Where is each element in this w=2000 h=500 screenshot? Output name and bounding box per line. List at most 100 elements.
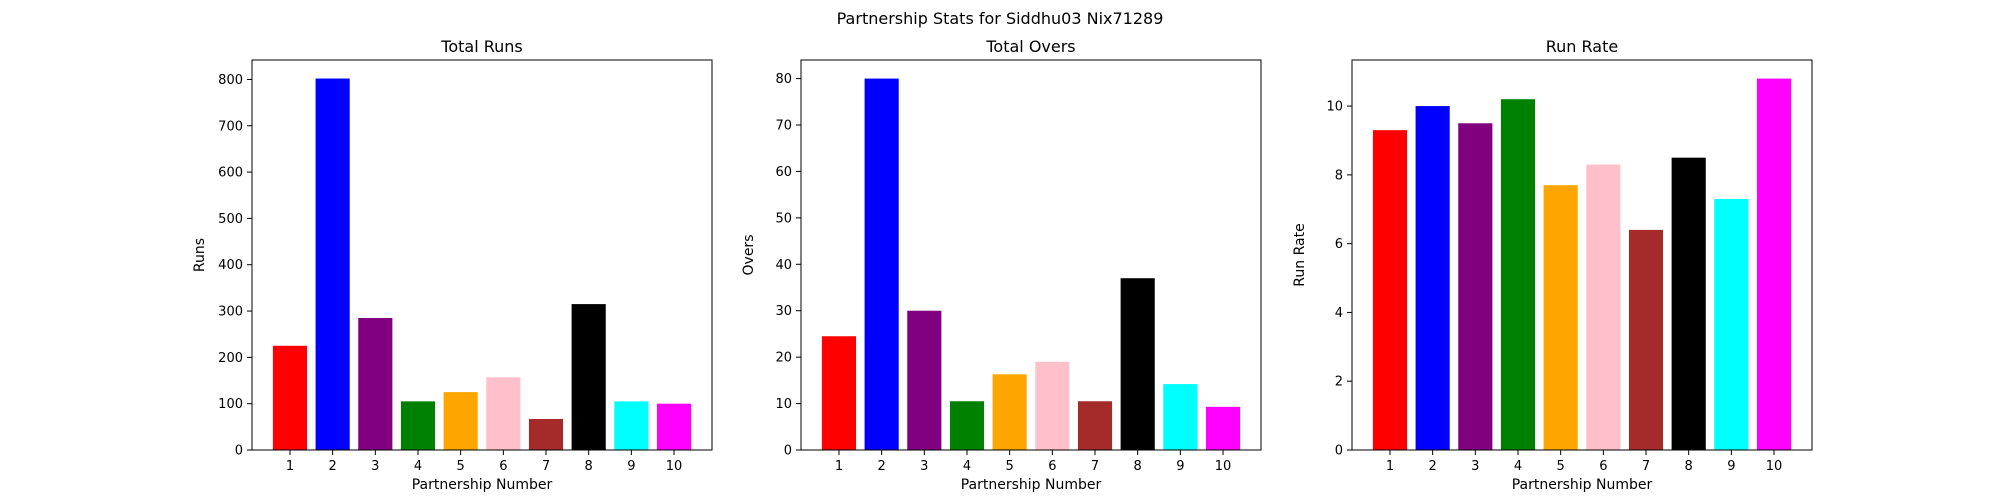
- bar-9: [614, 401, 649, 450]
- y-tick-label: 10: [1326, 100, 1343, 115]
- x-tick-label: 10: [1215, 459, 1232, 474]
- x-tick-label: 4: [963, 459, 971, 474]
- x-tick-label: 10: [666, 459, 683, 474]
- bar-2: [1415, 106, 1450, 450]
- bar-9: [1163, 384, 1198, 450]
- y-axis-label: Runs: [192, 238, 208, 272]
- x-tick-label: 8: [1134, 459, 1142, 474]
- chart-title: Total Runs: [440, 37, 522, 56]
- bar-9: [1714, 198, 1749, 450]
- x-tick-label: 3: [371, 459, 379, 474]
- x-tick-label: 8: [1685, 459, 1693, 474]
- x-tick-label: 6: [1599, 459, 1607, 474]
- axes-frame: [1351, 59, 1813, 451]
- x-tick-label: 4: [414, 459, 422, 474]
- y-tick-label: 200: [218, 351, 243, 366]
- y-tick-label: 0: [784, 444, 792, 459]
- x-tick-label: 9: [1176, 459, 1184, 474]
- y-tick-label: 8: [1335, 168, 1343, 183]
- bar-5: [992, 374, 1027, 450]
- bar-10: [1205, 406, 1241, 450]
- x-tick-label: 6: [1048, 459, 1056, 474]
- bar-4: [1500, 99, 1536, 450]
- x-axis-label: Partnership Number: [412, 477, 553, 493]
- figure-suptitle: Partnership Stats for Siddhu03 Nix71289: [837, 9, 1164, 28]
- x-tick-label: 5: [457, 459, 465, 474]
- chart-title: Total Overs: [985, 37, 1075, 56]
- chart-title: Run Rate: [1546, 37, 1618, 56]
- x-tick-label: 2: [878, 459, 886, 474]
- x-axis-label: Partnership Number: [1512, 477, 1653, 493]
- bar-7: [528, 418, 564, 450]
- y-tick-label: 700: [218, 119, 243, 134]
- y-tick-label: 2: [1335, 375, 1343, 390]
- bar-8: [571, 304, 606, 450]
- bar-7: [1628, 229, 1664, 450]
- bar-3: [358, 317, 393, 450]
- y-tick-label: 30: [775, 304, 792, 319]
- chart-panel-2: Total Overs 1 2 3 4 5 6 7 8 9 10 0 10 20 30 40 50 60 70 80 P…: [741, 37, 1262, 493]
- x-tick-label: 4: [1514, 459, 1522, 474]
- bar-2: [315, 78, 350, 450]
- y-tick-label: 20: [775, 351, 792, 366]
- x-tick-label: 3: [1471, 459, 1479, 474]
- x-tick-label: 5: [1557, 459, 1565, 474]
- y-tick-label: 600: [218, 166, 243, 181]
- y-tick-label: 60: [775, 165, 792, 180]
- y-tick-label: 70: [775, 119, 792, 134]
- bar-10: [656, 403, 692, 450]
- x-tick-label: 1: [1386, 459, 1394, 474]
- x-tick-label: 5: [1006, 459, 1014, 474]
- x-tick-label: 1: [835, 459, 843, 474]
- x-tick-label: 1: [286, 459, 294, 474]
- bar-5: [1543, 185, 1578, 450]
- y-tick-label: 400: [218, 258, 243, 273]
- y-axis-label: Run Rate: [1292, 223, 1308, 286]
- y-axis-label: Overs: [741, 235, 757, 276]
- bar-1: [821, 336, 857, 450]
- x-tick-label: 7: [1091, 459, 1099, 474]
- bar-8: [1671, 157, 1706, 451]
- bar-8: [1120, 278, 1155, 450]
- bar-6: [486, 377, 521, 450]
- x-tick-label: 2: [1429, 459, 1437, 474]
- x-tick-label: 7: [542, 459, 550, 474]
- y-tick-label: 0: [1335, 444, 1343, 459]
- bar-6: [1586, 164, 1621, 450]
- y-tick-label: 300: [218, 305, 243, 320]
- x-tick-label: 10: [1766, 459, 1783, 474]
- axes-frame: [251, 59, 713, 451]
- x-tick-label: 8: [585, 459, 593, 474]
- bar-3: [907, 310, 942, 450]
- y-tick-label: 800: [218, 73, 243, 88]
- axes-frame: [800, 59, 1262, 451]
- y-tick-label: 6: [1335, 237, 1343, 252]
- bar-1: [272, 345, 308, 450]
- bar-2: [864, 78, 899, 451]
- y-tick-label: 10: [775, 397, 792, 412]
- bar-4: [949, 401, 985, 450]
- bar-3: [1458, 123, 1493, 450]
- chart-panel-3: Run Rate 1 2 3 4 5 6 7 8 9 10 0 2 4 6 8 10 Partnership Nu…: [1292, 37, 1813, 493]
- x-tick-label: 7: [1642, 459, 1650, 474]
- y-tick-label: 80: [775, 72, 792, 87]
- y-tick-label: 40: [775, 258, 792, 273]
- y-tick-label: 0: [235, 444, 243, 459]
- x-tick-label: 2: [329, 459, 337, 474]
- x-tick-label: 9: [627, 459, 635, 474]
- y-tick-label: 4: [1335, 306, 1343, 321]
- y-tick-label: 500: [218, 212, 243, 227]
- y-tick-label: 100: [218, 397, 243, 412]
- bar-6: [1035, 361, 1070, 450]
- bar-1: [1372, 130, 1408, 450]
- x-tick-label: 6: [499, 459, 507, 474]
- bar-5: [443, 392, 478, 450]
- x-axis-label: Partnership Number: [961, 477, 1102, 493]
- y-tick-label: 50: [775, 211, 792, 226]
- bar-7: [1077, 401, 1113, 450]
- x-tick-label: 9: [1727, 459, 1735, 474]
- x-tick-label: 3: [920, 459, 928, 474]
